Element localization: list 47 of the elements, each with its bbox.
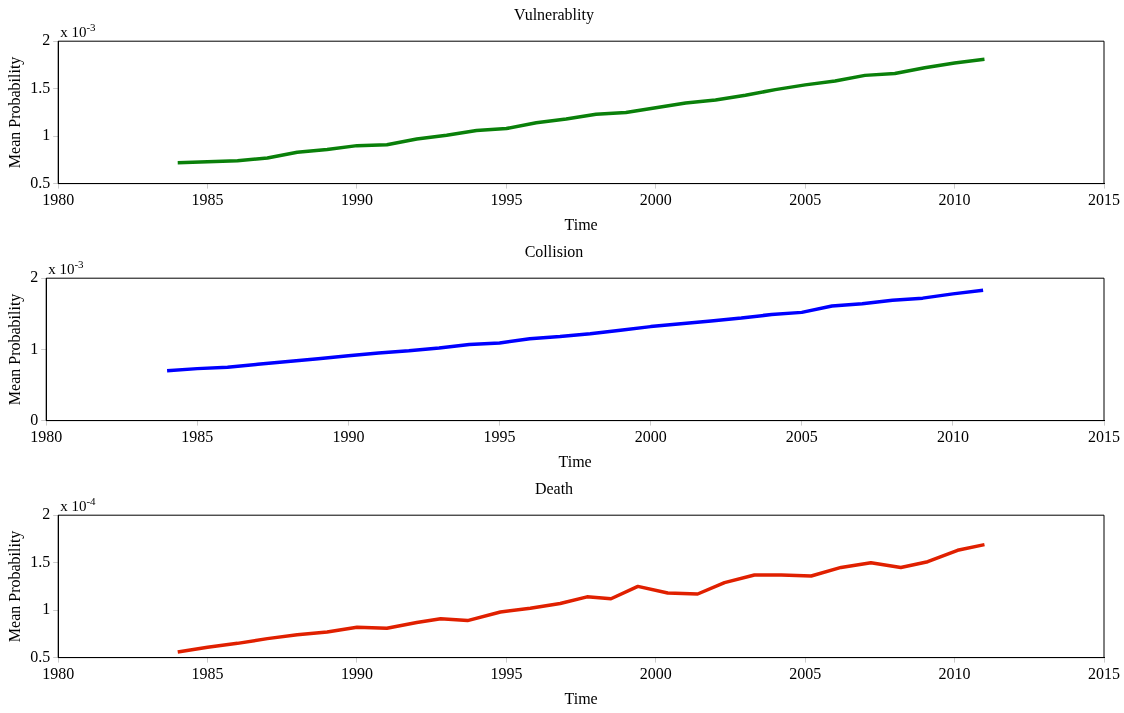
x-tick-label: 1990 <box>332 428 365 446</box>
x-tick-label: 1995 <box>490 665 523 683</box>
text: x 10$^{-3}$ <box>60 21 96 42</box>
x-tick-label: 2015 <box>1088 665 1120 683</box>
y-tick-label: 1 <box>30 339 39 357</box>
text: x 10$^{-4}$ <box>60 495 96 516</box>
y-tick-label: 2 <box>42 31 51 49</box>
y-tick-label: 1.5 <box>30 78 51 96</box>
y-tick-label: 1 <box>42 600 51 618</box>
y-tick-label: 1 <box>42 126 51 144</box>
x-tick-label: 1980 <box>30 428 63 446</box>
y-tick-label: 2 <box>30 268 39 286</box>
y-tick-label: 0.5 <box>30 647 51 665</box>
x-tick-label: 2005 <box>789 191 822 209</box>
x-tick-label: 2015 <box>1088 191 1120 209</box>
x-tick-label: 1990 <box>341 191 373 209</box>
x-tick-label: 1995 <box>490 191 523 209</box>
x-tick-label: 2000 <box>634 428 667 446</box>
x-tick-label: 1980 <box>42 665 75 683</box>
x-tick-label: 2010 <box>936 428 969 446</box>
chart-title: Death <box>534 479 574 497</box>
y-axis-title: Mean Probability <box>5 56 24 169</box>
chart-title: Collision <box>524 242 584 260</box>
x-tick-label: 1995 <box>483 428 516 446</box>
x-tick-label: 2010 <box>938 665 971 683</box>
y-tick-label: 0.5 <box>30 173 51 191</box>
x-tick-label: 2010 <box>938 191 971 209</box>
y-tick-label: 2 <box>42 505 51 523</box>
x-axis-title: Time <box>564 215 598 233</box>
x-tick-label: 1985 <box>191 665 224 683</box>
x-axis-title: Time <box>558 452 592 470</box>
text: x 10$^{-3}$ <box>48 258 84 279</box>
y-tick-label: 0 <box>30 410 39 428</box>
x-tick-label: 2000 <box>639 191 672 209</box>
x-tick-label: 2005 <box>785 428 818 446</box>
y-axis-title: Mean Probability <box>5 293 24 406</box>
x-axis-title: Time <box>564 689 598 707</box>
x-tick-label: 1985 <box>191 191 224 209</box>
x-tick-label: 2015 <box>1088 428 1120 446</box>
x-tick-label: 2005 <box>789 665 822 683</box>
y-axis-title: Mean Probability <box>5 530 24 643</box>
chart-title: Vulnerablity <box>514 5 594 24</box>
x-tick-label: 1985 <box>181 428 214 446</box>
x-tick-label: 2000 <box>639 665 672 683</box>
x-tick-label: 1990 <box>341 665 373 683</box>
x-tick-label: 1980 <box>42 191 75 209</box>
y-tick-label: 1.5 <box>30 552 51 570</box>
